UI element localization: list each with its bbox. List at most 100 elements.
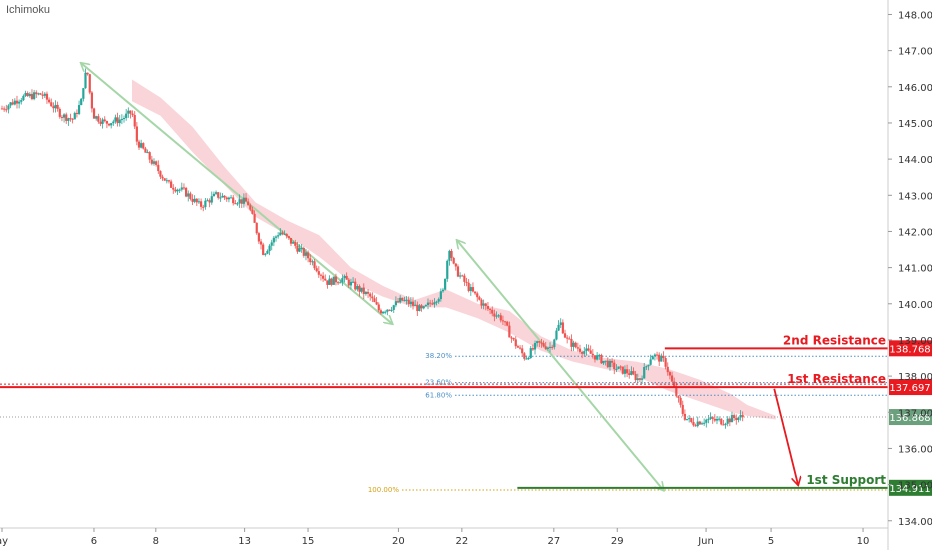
y-tick-label: 137.000 (898, 408, 932, 419)
candle-body (75, 112, 79, 114)
candle-body (396, 301, 400, 303)
candle-body (133, 115, 136, 127)
candle-body (54, 104, 57, 109)
candle-body (491, 309, 494, 314)
candle-body (120, 119, 123, 121)
y-tick-label: 136.000 (898, 444, 932, 455)
candle-body (238, 199, 241, 204)
candle-body (533, 343, 537, 350)
candle-body (197, 201, 201, 203)
trend-arrow (773, 388, 798, 485)
y-tick-label: 140.000 (898, 300, 932, 311)
candle-body (270, 242, 273, 246)
indicator-label: Ichimoku (6, 4, 51, 16)
candle-body (555, 330, 558, 340)
candle-body (542, 343, 545, 347)
candle-body (118, 119, 121, 124)
x-tick-label: 15 (302, 536, 315, 547)
candle-body (604, 360, 607, 362)
candle-body (548, 346, 552, 348)
candle-body (152, 161, 156, 164)
candle-body (561, 322, 564, 334)
candle-body (386, 309, 389, 312)
candle-body (35, 92, 38, 95)
candle-body (681, 404, 684, 414)
candle-body (187, 193, 190, 197)
x-tick-label: 29 (611, 536, 624, 547)
candle-body (730, 415, 734, 423)
level-label: 1st Resistance (787, 372, 886, 386)
candle-body (508, 325, 511, 338)
candle-body (326, 280, 329, 285)
candle-body (698, 421, 701, 425)
candle-body (538, 341, 541, 343)
candle-body (39, 93, 42, 95)
candle-body (65, 114, 68, 121)
candle-body (30, 93, 34, 100)
candle-body (529, 348, 532, 358)
candle-body (608, 360, 612, 368)
x-tick-label: 5 (768, 536, 774, 547)
candle-body (311, 261, 314, 263)
candle-body (677, 396, 680, 398)
candle-body (525, 358, 528, 360)
level-price-tag (889, 379, 932, 396)
candle-body (666, 366, 669, 373)
candle-body (596, 355, 599, 360)
candle-body (638, 378, 642, 380)
candle-body (514, 339, 517, 347)
candle-body (242, 197, 246, 204)
candle-body (559, 322, 562, 325)
candle-body (199, 201, 203, 207)
candle-body (281, 232, 284, 235)
candle-body (707, 418, 710, 420)
candle-body (163, 178, 166, 181)
candle-body (634, 373, 637, 381)
candle-body (227, 197, 231, 200)
candle-body (401, 297, 404, 301)
candle-body (531, 348, 534, 350)
candle-body (617, 366, 620, 369)
candle-body (47, 99, 51, 103)
candle-body (392, 305, 395, 310)
candle-body (645, 366, 648, 368)
candle-body (330, 278, 333, 285)
candle-body (469, 287, 472, 291)
candle-body (503, 321, 507, 323)
candle-body (662, 355, 665, 359)
candle-body (28, 93, 31, 97)
candle-body (724, 423, 727, 425)
candle-body (45, 93, 49, 100)
candle-body (356, 285, 359, 290)
candle-body (636, 378, 639, 381)
candle-body (414, 304, 417, 306)
candle-body (369, 293, 372, 297)
candle-body (377, 304, 380, 311)
level-price-label: 134.911 (889, 484, 930, 495)
candle-body (737, 417, 740, 421)
candle-body (182, 187, 186, 189)
candle-body (553, 339, 556, 348)
candle-body (454, 263, 457, 267)
candle-body (167, 180, 171, 182)
candle-body (131, 113, 134, 116)
candle-body (501, 320, 505, 322)
candle-body (33, 92, 36, 100)
y-tick-label: 148.000 (898, 10, 932, 21)
candle-body (339, 282, 342, 284)
candle-body (630, 371, 633, 375)
y-tick-label: 146.000 (898, 83, 932, 94)
candle-body (50, 102, 53, 107)
candle-body (471, 287, 475, 292)
candle-body (581, 351, 584, 354)
candle-body (210, 196, 213, 203)
candle-body (142, 143, 145, 149)
candle-body (722, 424, 725, 426)
candle-body (332, 276, 335, 285)
candle-body (739, 415, 742, 418)
current-price-tag (889, 409, 932, 426)
candle-body (647, 364, 650, 367)
